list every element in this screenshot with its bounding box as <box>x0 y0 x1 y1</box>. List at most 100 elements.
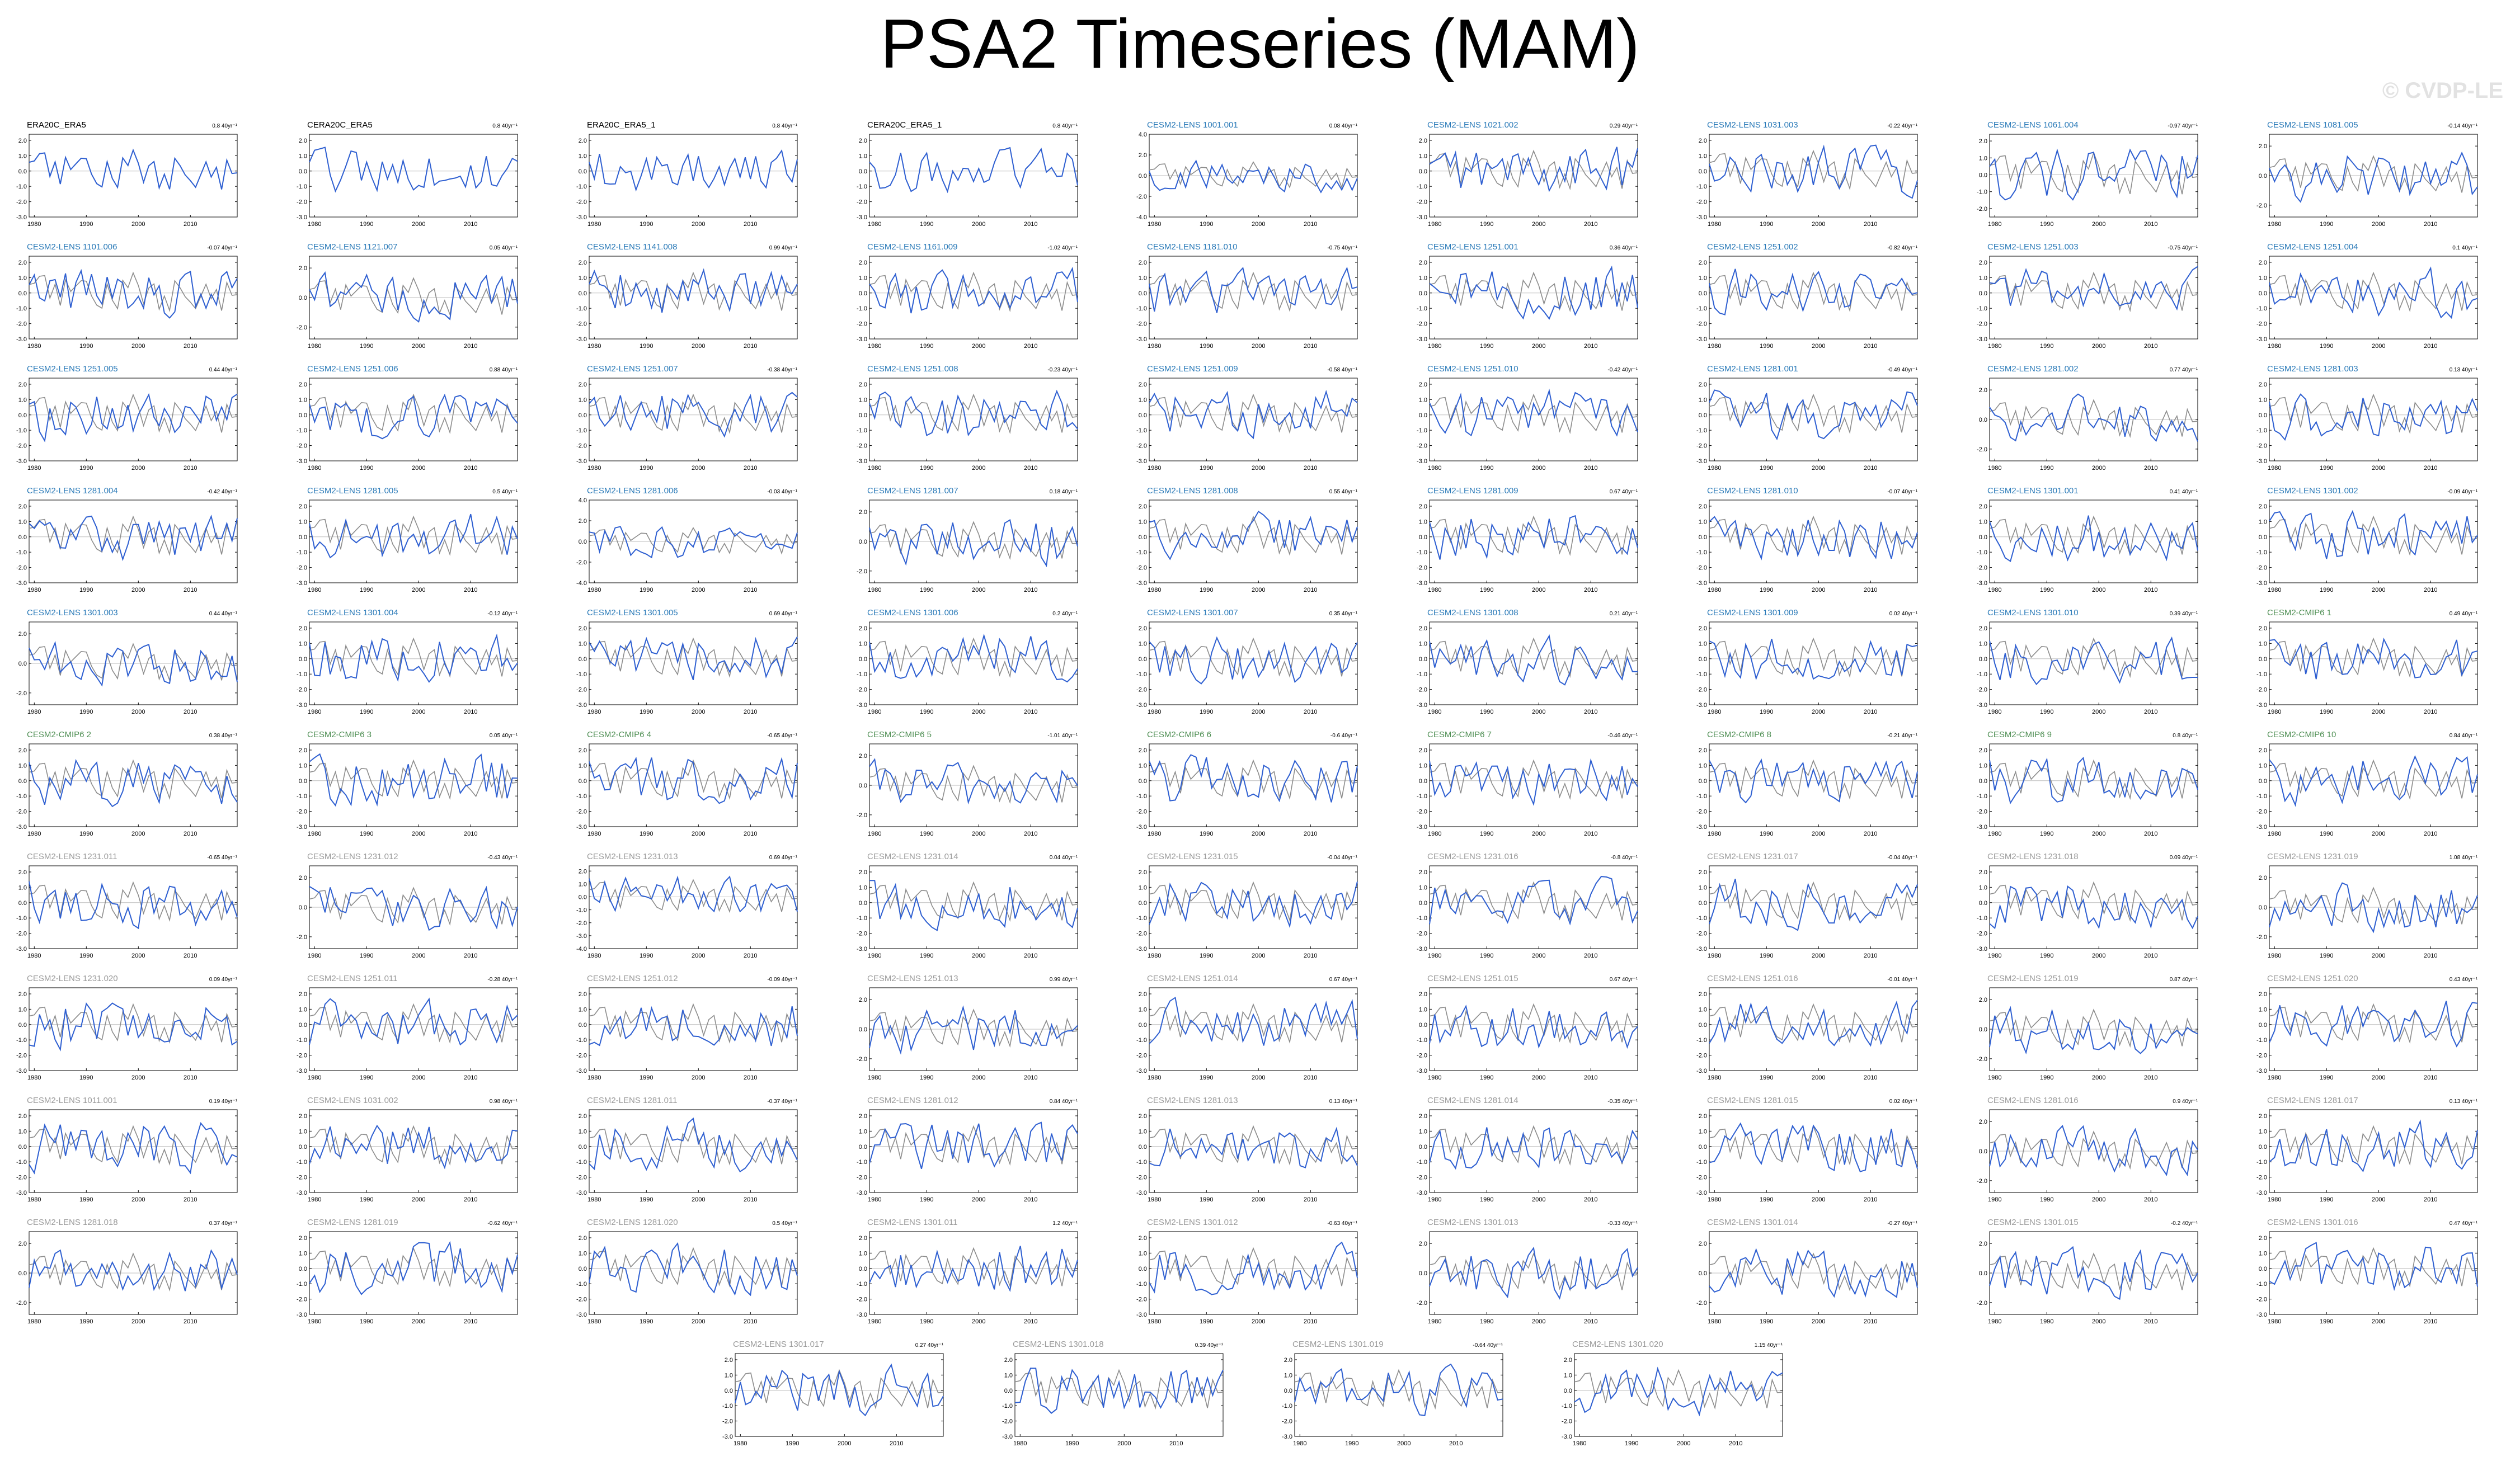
obs-series-line <box>309 887 518 926</box>
y-tick-label: 0.0 <box>1978 656 1987 663</box>
panel-84: CESM2-LENS 1301.011 1.2 40yr⁻¹ 2.0 1.0 0.0 -1… <box>857 1218 1078 1325</box>
x-tick-label: 1990 <box>2040 1196 2053 1203</box>
y-tick-label: 0.0 <box>298 656 307 663</box>
panel-title: CESM2-LENS 1081.005 <box>2267 120 2358 130</box>
x-tick-label: 1990 <box>2040 709 2053 715</box>
panel-trend: -0.22 40yr⁻¹ <box>1887 123 1917 129</box>
x-tick-label: 2000 <box>2092 953 2105 959</box>
y-tick-label: 1.0 <box>1418 397 1427 403</box>
panel-73: CESM2-LENS 1031.002 0.98 40yr⁻¹ 2.0 1.0 0.0 -… <box>297 1096 518 1203</box>
y-tick-label: 2.0 <box>1418 503 1427 510</box>
obs-series-line <box>1709 1125 1918 1166</box>
member-series-line <box>589 1242 798 1297</box>
y-tick-label: -2.0 <box>2256 202 2267 209</box>
x-tick-label: 2010 <box>744 1074 757 1081</box>
panel-21: CESM2-LENS 1251.008 -0.23 40yr⁻¹ 2.0 1.0 0.0… <box>857 364 1078 472</box>
plot-frame <box>1574 1353 1783 1437</box>
obs-series-line <box>309 1003 518 1044</box>
y-tick-label: 0.0 <box>1699 412 1707 419</box>
panel-trend: -0.04 40yr⁻¹ <box>1887 855 1917 861</box>
x-tick-label: 2000 <box>1252 1196 1265 1203</box>
panel-37: CESM2-LENS 1301.004 -0.12 40yr⁻¹ 2.0 1.0 0.0… <box>297 608 518 715</box>
y-tick-label: -3.0 <box>1977 702 1987 709</box>
y-tick-label: -2.0 <box>576 321 587 328</box>
member-series-line <box>29 393 238 442</box>
x-tick-label: 2010 <box>2424 221 2437 228</box>
panel-trend: 0.13 40yr⁻¹ <box>2450 1099 2478 1105</box>
x-tick-label: 2010 <box>2144 343 2157 350</box>
y-tick-label: -1.0 <box>16 183 27 190</box>
plot-frame <box>1709 499 1918 583</box>
obs-series-line <box>1989 515 2198 557</box>
y-tick-label: 0.0 <box>2259 534 2267 541</box>
panel-1: CERA20C_ERA5 0.8 40yr⁻¹ 2.0 1.0 0.0 -1.0 -2.0 -… <box>297 120 518 228</box>
x-tick-label: 2010 <box>1864 709 1877 715</box>
x-tick-label: 2010 <box>890 1440 903 1447</box>
x-tick-label: 1980 <box>1148 1074 1161 1081</box>
panel-title: CESM2-LENS 1161.009 <box>867 242 957 252</box>
y-tick-label: 1.0 <box>1418 518 1427 525</box>
panel-title: CESM2-LENS 1251.005 <box>27 364 118 374</box>
plot-frame <box>2269 1109 2478 1193</box>
x-tick-label: 2010 <box>464 831 477 837</box>
x-tick-label: 1990 <box>1480 343 1493 350</box>
member-series-line <box>308 633 518 683</box>
y-tick-label: 0.0 <box>579 778 587 785</box>
panel-trend: 0.5 40yr⁻¹ <box>772 1220 797 1227</box>
x-tick-label: 2000 <box>1397 1440 1411 1447</box>
panel-trend: -0.6 40yr⁻¹ <box>1330 733 1358 739</box>
y-tick-label: 2.0 <box>1699 1241 1707 1247</box>
y-tick-label: -2.0 <box>576 1297 587 1303</box>
x-tick-label: 1980 <box>1988 1074 2001 1081</box>
x-tick-label: 1990 <box>1200 1318 1213 1325</box>
panel-trend: -0.04 40yr⁻¹ <box>1327 855 1357 861</box>
panel-title: CESM2-LENS 1301.003 <box>27 608 118 617</box>
x-tick-label: 1990 <box>1065 1440 1079 1447</box>
panel-32: CESM2-LENS 1281.009 0.67 40yr⁻¹ 2.0 1.0 0.0 -… <box>1417 486 1638 593</box>
member-series-line <box>29 514 238 562</box>
member-series-line <box>1989 266 2198 311</box>
y-tick-label: -4.0 <box>576 580 587 587</box>
member-series-line <box>2269 1001 2478 1048</box>
y-tick-label: -1.0 <box>1696 793 1707 800</box>
y-tick-label: -1.0 <box>1696 671 1707 678</box>
y-tick-label: -2.0 <box>1417 931 1427 937</box>
panel-title: CESM2-LENS 1281.014 <box>1427 1096 1518 1105</box>
x-tick-label: 2000 <box>1812 587 1825 593</box>
x-tick-label: 1990 <box>1480 587 1493 593</box>
x-tick-label: 1990 <box>2040 587 2053 593</box>
y-tick-label: 1.0 <box>2259 762 2267 769</box>
y-tick-label: -3.0 <box>857 336 867 343</box>
x-tick-label: 1990 <box>1200 953 1213 959</box>
panel-title: CESM2-LENS 1181.010 <box>1147 242 1237 252</box>
member-series-line <box>2269 151 2478 203</box>
y-tick-label: -3.0 <box>2256 336 2267 343</box>
obs-series-line <box>309 759 518 800</box>
y-tick-label: 0.0 <box>858 168 867 175</box>
y-tick-label: -3.0 <box>297 1068 307 1074</box>
panel-title: CESM2-CMIP6 8 <box>1707 730 1771 739</box>
panel-trend: -0.03 40yr⁻¹ <box>767 489 797 495</box>
y-tick-label: -1.0 <box>857 427 867 434</box>
x-tick-label: 2000 <box>972 343 985 350</box>
x-tick-label: 2000 <box>412 1074 425 1081</box>
y-tick-label: -3.0 <box>1136 1312 1147 1318</box>
member-series-line <box>1428 1005 1638 1049</box>
panel-title: CESM2-LENS 1031.002 <box>307 1096 398 1105</box>
panel-trend: 0.38 40yr⁻¹ <box>209 733 238 739</box>
y-tick-label: -1.0 <box>16 793 27 800</box>
panel-trend: -1.01 40yr⁻¹ <box>1047 733 1078 739</box>
panel-title: CESM2-LENS 1251.010 <box>1427 364 1518 374</box>
panel-title: CESM2-LENS 1281.018 <box>27 1218 118 1227</box>
x-tick-label: 2000 <box>412 343 425 350</box>
x-tick-label: 2000 <box>2092 1318 2105 1325</box>
x-tick-label: 1980 <box>1708 1196 1721 1203</box>
plot-frame <box>1014 1353 1224 1437</box>
x-tick-label: 2000 <box>1252 831 1265 837</box>
x-tick-label: 1980 <box>1708 1074 1721 1081</box>
panel-7: CESM2-LENS 1061.004 -0.97 40yr⁻¹ 2.0 1.0 0.0… <box>1977 120 2198 228</box>
x-tick-label: 2000 <box>2092 1074 2105 1081</box>
y-tick-label: 1.0 <box>298 762 307 769</box>
plot-frame <box>2269 987 2478 1071</box>
x-tick-label: 2000 <box>692 1196 705 1203</box>
